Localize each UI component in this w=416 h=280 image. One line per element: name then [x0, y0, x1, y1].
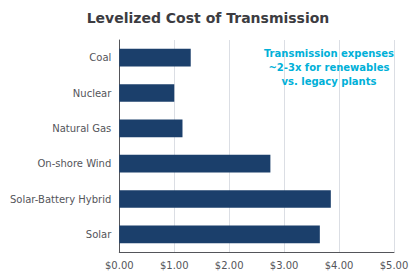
svg-text:Transmission expenses: Transmission expenses — [264, 48, 394, 59]
svg-text:Solar-Battery Hybrid: Solar-Battery Hybrid — [10, 194, 111, 205]
svg-text:Coal: Coal — [89, 52, 111, 63]
svg-text:vs. legacy plants: vs. legacy plants — [281, 76, 376, 87]
svg-text:Nuclear: Nuclear — [73, 88, 112, 99]
svg-text:$3.00: $3.00 — [270, 260, 299, 271]
svg-text:On-shore Wind: On-shore Wind — [37, 158, 111, 169]
svg-text:$0.00: $0.00 — [105, 260, 134, 271]
svg-text:Natural Gas: Natural Gas — [52, 123, 111, 134]
svg-text:$5.00: $5.00 — [380, 260, 409, 271]
svg-text:Levelized Cost of Transmission: Levelized Cost of Transmission — [87, 10, 330, 26]
svg-text:Solar: Solar — [86, 229, 112, 240]
svg-text:$4.00: $4.00 — [325, 260, 354, 271]
svg-text:$1.00: $1.00 — [160, 260, 189, 271]
svg-text:$2.00: $2.00 — [215, 260, 244, 271]
svg-text:~2-3x for renewables: ~2-3x for renewables — [268, 62, 389, 73]
